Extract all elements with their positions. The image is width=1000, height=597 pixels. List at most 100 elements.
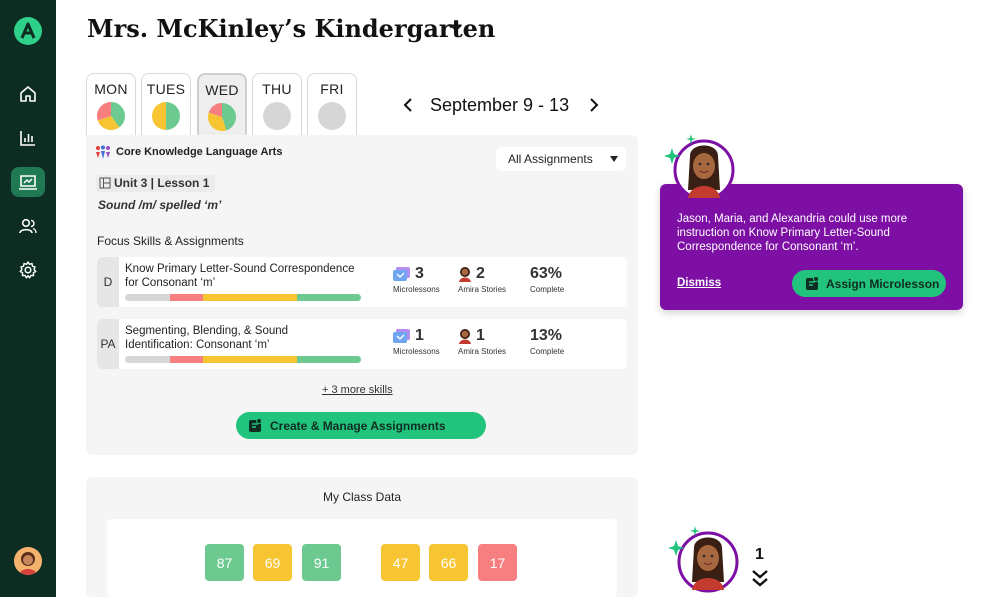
complete-stat: 63% Complete [530,265,564,294]
stories-count: 2 [476,265,485,282]
stories-label: Amira Stories [458,285,507,294]
curriculum-title: Core Knowledge Language Arts [116,146,283,158]
score-tile[interactable]: 17 [478,544,517,581]
score-tile[interactable]: 47 [381,544,420,581]
users-icon [19,218,37,234]
pie-empty [263,102,291,130]
microlessons-stat: 1 Microlessons [393,327,440,356]
microlessons-count: 3 [415,265,424,282]
create-manage-assignments-button[interactable]: Create & Manage Assignments [236,412,486,439]
progress-segment [169,356,203,363]
skill-card[interactable]: PA Segmenting, Blending, & Sound Identif… [97,319,627,369]
skill-card[interactable]: D Know Primary Letter-Sound Corresponden… [97,257,627,307]
score-tile[interactable]: 87 [205,544,244,581]
assignment-filter-dropdown[interactable]: All Assignments [496,147,626,171]
stories-count: 1 [476,327,485,344]
nav-settings[interactable] [11,255,45,285]
assign-microlesson-label: Assign Microlesson [826,277,940,291]
nav-lessons[interactable] [11,167,45,197]
microlessons-count: 1 [415,327,424,344]
curriculum-panel: Core Knowledge Language Arts All Assignm… [86,135,638,455]
complete-label: Complete [530,347,565,356]
pie-slice [152,102,166,130]
assign-microlesson-button[interactable]: Assign Microlesson [792,270,946,297]
day-tab-thu[interactable]: THU [252,73,302,135]
page-title[interactable]: Mrs. McKinley’s Kindergarten [87,14,496,43]
app-logo[interactable] [14,17,42,45]
bar-chart-icon [20,131,35,146]
skill-progress-bar [125,356,361,363]
amira-avatar [664,134,735,200]
pie-slice [166,102,180,130]
pie-empty [318,102,346,130]
nav-home[interactable] [11,79,45,109]
chevron-left-icon[interactable] [401,93,415,117]
day-tab-label: TUES [146,81,186,97]
progress-segment [169,294,203,301]
sidebar [0,0,56,597]
complete-stat: 13% Complete [530,327,564,356]
recommendation-card: Jason, Maria, and Alexandria could use m… [660,184,963,310]
double-chevron-down-icon[interactable] [750,568,770,590]
progress-segment [202,356,298,363]
nav-students[interactable] [11,211,45,241]
pie-slice [208,103,222,117]
chevron-right-icon[interactable] [587,93,601,117]
complete-label: Complete [530,285,565,294]
class-data-title: My Class Data [322,490,402,504]
pie-slice [208,112,227,131]
score-tile[interactable]: 91 [302,544,341,581]
focus-skills-heading: Focus Skills & Assignments [97,234,244,248]
assignment-filter-value: All Assignments [508,152,593,166]
day-tab-mon[interactable]: MON [86,73,136,135]
more-skills-link[interactable]: + 3 more skills [322,384,393,396]
day-tab-label: FRI [320,81,344,97]
day-tab-label: MON [94,81,128,97]
day-tab-wed[interactable]: WED [197,73,247,135]
unit-label: Unit 3 | Lesson 1 [114,176,210,190]
pie-slice [97,116,120,130]
skill-code: D [97,257,119,307]
assistant-count: 1 [755,546,764,563]
day-progress-pie [208,103,237,131]
progress-segment [202,294,298,301]
amira-stories-icon [459,328,471,344]
day-progress-pie [263,102,291,130]
teacher-board-icon [19,175,37,190]
complete-percent: 63% [530,265,563,282]
chevron-down-icon[interactable] [448,22,464,34]
score-tile[interactable]: 69 [253,544,292,581]
score-tile[interactable]: 66 [429,544,468,581]
score-area: 87 69 91 47 66 17 [107,519,617,597]
day-progress-pie [97,102,126,130]
gear-icon [19,261,37,279]
microlessons-stat: 3 Microlessons [393,265,440,294]
day-progress-pie [152,102,180,130]
complete-percent: 13% [530,327,563,344]
day-progress-pie [318,102,346,130]
day-tab-tues[interactable]: TUES [141,73,191,135]
create-manage-assignments-label: Create & Manage Assignments [270,419,446,433]
unit-badge: Unit 3 | Lesson 1 [96,175,216,192]
dismiss-link[interactable]: Dismiss [677,277,722,289]
skill-name: Know Primary Letter-Sound Correspondence… [125,263,355,289]
user-avatar-image [14,547,42,575]
amira-assistant-avatar[interactable] [668,526,742,597]
logo-a-icon [20,22,36,39]
microlesson-stack-icon [393,266,410,281]
caret-down-icon [610,156,618,162]
skill-name: Segmenting, Blending, & Sound Identifica… [125,325,289,351]
day-tab-fri[interactable]: FRI [307,73,357,135]
lesson-subtitle: Sound /m/ spelled ‘m’ [98,198,222,212]
progress-segment [125,294,170,301]
nav-reports[interactable] [11,123,45,153]
microlesson-stack-icon [393,328,410,343]
stories-stat: 1 Amira Stories [458,327,506,356]
book-grid-icon [99,177,111,189]
day-tab-label: WED [205,82,239,98]
user-avatar[interactable] [14,547,42,575]
pie-slice [97,102,111,121]
recommendation-message: Jason, Maria, and Alexandria could use m… [677,213,908,253]
day-tab-label: THU [262,81,292,97]
microlesson-icon [806,276,819,290]
